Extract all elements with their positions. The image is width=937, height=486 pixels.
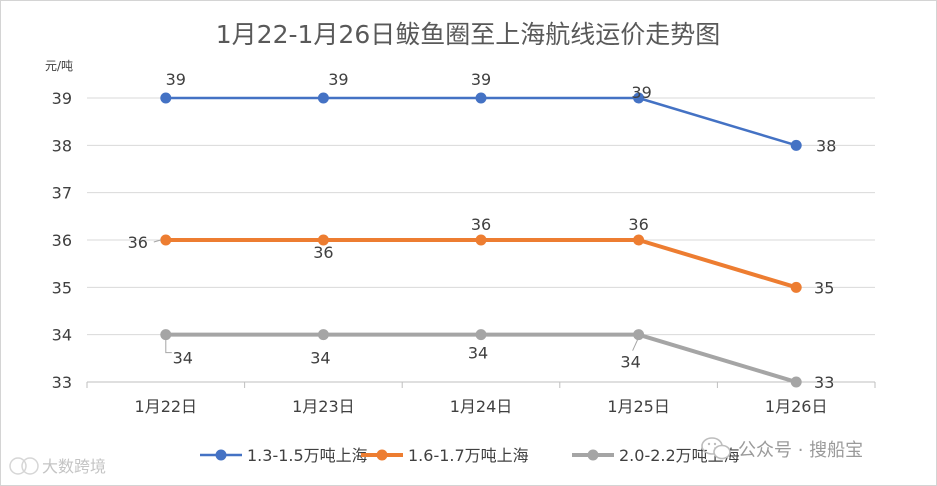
data-point[interactable] [475,92,487,104]
data-label: 33 [814,373,834,392]
data-label: 36 [128,233,148,252]
data-point[interactable] [475,329,487,341]
x-tick-label: 1月25日 [607,397,670,416]
legend-item-label[interactable]: 1.3-1.5万吨上海 [247,446,368,465]
data-point[interactable] [160,234,172,246]
data-point[interactable] [790,281,802,293]
legend-swatch-marker [376,449,388,461]
data-label: 36 [471,215,491,234]
data-label: 39 [328,70,348,89]
series-line [165,238,797,290]
data-point[interactable] [633,234,645,246]
y-tick-label: 35 [52,278,72,297]
label-leader-line [165,339,172,354]
x-axis: 1月22日 1月23日 1月24日 1月25日 1月26日 [86,381,876,416]
y-tick-label: 36 [52,231,72,250]
data-point[interactable] [790,376,802,388]
y-tick-label: 39 [52,89,72,108]
legend-item-label[interactable]: 2.0-2.2万吨上海 [619,446,740,465]
series-layer [160,92,802,388]
data-point[interactable] [160,329,172,341]
y-axis-unit-label: 元/吨 [45,59,73,73]
data-label: 38 [816,136,836,155]
data-point[interactable] [317,92,329,104]
x-tick-label: 1月26日 [765,397,828,416]
data-label: 34 [468,344,488,363]
data-label: 34 [310,349,330,368]
data-label: 34 [173,349,193,368]
data-label: 39 [631,83,651,102]
left-watermark-logo [9,457,39,475]
y-tick-label: 37 [52,184,72,203]
y-tick-label: 34 [52,326,72,345]
data-point[interactable] [317,329,329,341]
label-leader-line [153,239,161,243]
legend-swatch-marker [587,449,599,461]
watermark-account: 公众号 · 搜船宝 [738,440,863,461]
legend-item-label[interactable]: 1.6-1.7万吨上海 [408,446,529,465]
label-leader-line [632,339,639,351]
data-point[interactable] [790,139,802,151]
watermark: 公众号 · 搜船宝 大数跨境 [9,437,863,476]
x-tick-label: 1月24日 [450,397,513,416]
data-point[interactable] [317,234,329,246]
y-axis: 33 34 35 36 37 38 39 [52,89,72,392]
data-label: 35 [814,278,834,297]
data-label: 36 [628,215,648,234]
watermark-left-text: 大数跨境 [42,457,106,476]
series-line [165,96,797,147]
data-label: 39 [166,70,186,89]
legend[interactable]: 1.3-1.5万吨上海 1.6-1.7万吨上海 2.0-2.2万吨上海 [200,446,740,465]
data-label: 36 [313,243,333,262]
data-label: 34 [620,353,640,372]
legend-swatch-marker [215,449,227,461]
x-tick-label: 1月22日 [135,397,198,416]
y-tick-label: 38 [52,136,72,155]
data-point[interactable] [633,92,645,104]
x-tick-label: 1月23日 [292,397,355,416]
data-label: 39 [471,70,491,89]
wechat-icon [701,437,731,460]
chart-title: 1月22-1月26日鲅鱼圈至上海航线运价走势图 [216,20,720,49]
data-point[interactable] [160,92,172,104]
y-tick-label: 33 [52,373,72,392]
data-point[interactable] [633,329,645,341]
data-point[interactable] [475,234,487,246]
data-labels: 39 39 39 39 38 36 36 36 36 35 34 34 34 34 33 [128,70,837,392]
